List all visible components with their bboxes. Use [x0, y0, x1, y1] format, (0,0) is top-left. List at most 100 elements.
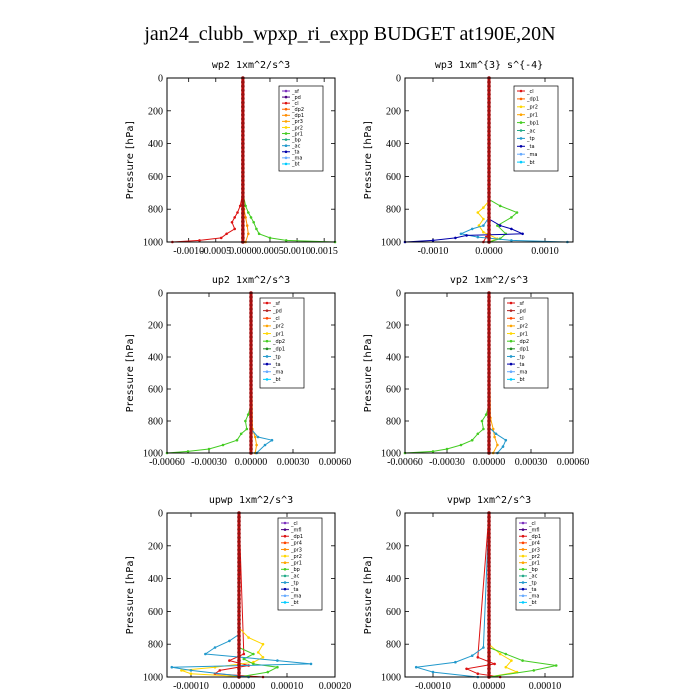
zero-profile-point — [487, 133, 491, 138]
series-point-bp1 — [496, 224, 499, 227]
zero-profile-point — [487, 650, 491, 655]
series-point-tp — [482, 224, 485, 227]
legend-label: _cl — [526, 89, 534, 95]
zero-profile-point — [237, 658, 241, 663]
legend-marker — [283, 528, 287, 531]
y-tick-label: 800 — [386, 640, 401, 651]
y-tick-label: 400 — [148, 353, 163, 364]
zero-profile-point — [241, 88, 245, 93]
y-tick-label: 1000 — [381, 238, 401, 249]
x-tick-label: -0.0005 — [200, 246, 231, 257]
zero-profile-point — [487, 88, 491, 93]
zero-profile-point — [487, 80, 491, 84]
zero-profile-point — [237, 531, 241, 536]
legend-label: _pr1 — [291, 131, 303, 137]
zero-profile-point — [249, 359, 253, 363]
zero-profile-point — [487, 556, 491, 560]
series-point-dp2 — [246, 413, 250, 416]
series-line-bp — [238, 513, 280, 678]
series-line-dp2 — [166, 293, 252, 454]
zero-profile-point — [241, 125, 245, 129]
zero-profile-point — [487, 137, 491, 142]
series-point-cl — [230, 221, 234, 224]
zero-profile-point — [487, 447, 491, 451]
x-tick-label: 0.00060 — [319, 457, 352, 468]
series-point-ta — [510, 227, 513, 231]
zero-profile-point — [487, 174, 491, 179]
zero-profile-point — [241, 219, 245, 224]
legend-marker — [284, 144, 288, 147]
legend-marker — [521, 541, 525, 545]
series-point-ta — [465, 234, 468, 237]
series-point-ta — [498, 224, 502, 227]
legend-marker — [521, 561, 525, 564]
zero-profile-point — [249, 343, 253, 347]
zero-profile-point — [237, 650, 241, 655]
legend-label: _pr4 — [290, 541, 302, 547]
y-tick-label: 200 — [148, 321, 163, 332]
legend-box — [503, 297, 549, 389]
legend-label: _bt — [528, 600, 537, 606]
series-point-pr2 — [189, 672, 193, 675]
y-tick-label: 0 — [396, 289, 401, 300]
zero-profile-point — [237, 601, 241, 605]
zero-profile-point — [249, 383, 253, 387]
legend-label: _mfl — [290, 527, 302, 533]
zero-profile-point — [249, 447, 253, 451]
x-tick-label: -0.00030 — [429, 457, 465, 468]
legend-label: _pr1 — [290, 560, 302, 566]
zero-profile-point — [487, 646, 491, 651]
zero-profile-point — [241, 117, 245, 121]
zero-profile-point — [487, 215, 491, 220]
y-tick-label: 800 — [148, 640, 163, 651]
legend-marker — [509, 324, 513, 328]
zero-profile-point — [237, 642, 241, 646]
zero-profile-point — [487, 150, 491, 154]
series-point-cl — [225, 232, 228, 236]
zero-profile-point — [241, 223, 245, 228]
x-tick-label: 0.00020 — [319, 681, 352, 692]
zero-profile-point — [487, 84, 491, 88]
legend-label: _tp — [516, 354, 525, 360]
series-point-dp2 — [476, 432, 480, 436]
zero-profile-point — [241, 104, 245, 109]
series-point-dp2 — [239, 432, 243, 436]
series-point-pr2 — [247, 636, 250, 639]
zero-profile-point — [487, 339, 491, 343]
zero-profile-point — [487, 125, 491, 129]
x-tick-label: 0.0015 — [310, 246, 338, 257]
series-point-pr2 — [491, 427, 495, 431]
series-point-bp — [242, 657, 246, 661]
series-point-pr2 — [504, 665, 508, 669]
zero-profile-point — [237, 515, 241, 519]
zero-profile-point — [241, 92, 245, 97]
legend-label: _pr3 — [528, 547, 540, 553]
x-tick-label: 0.00010 — [529, 681, 562, 692]
zero-profile-point — [487, 347, 491, 351]
y-tick-label: 800 — [386, 205, 401, 216]
zero-profile-point — [237, 576, 241, 581]
zero-profile-point — [241, 203, 245, 207]
legend-label: _pd — [291, 95, 301, 101]
legend-marker — [519, 105, 523, 109]
legend-label: _tp — [290, 580, 299, 586]
zero-profile-point — [241, 145, 245, 150]
series-point-cl — [198, 239, 201, 242]
zero-profile-point — [249, 323, 253, 327]
legend-marker — [284, 101, 288, 105]
series-line-dp1 — [464, 512, 501, 678]
legend-label: _bt — [526, 160, 535, 166]
series-point-tp — [213, 646, 217, 649]
series-point-dp1 — [476, 672, 480, 675]
zero-profile-point — [487, 515, 491, 519]
x-tick-label: -0.00030 — [191, 457, 227, 468]
legend-label: _bt — [290, 600, 299, 606]
legend-marker — [283, 574, 287, 578]
zero-profile-point — [249, 331, 253, 335]
legend-marker — [265, 301, 269, 305]
legend-marker — [265, 309, 269, 312]
legend-marker — [509, 332, 513, 335]
zero-profile-point — [487, 92, 491, 97]
legend-label: _ac — [526, 128, 536, 134]
zero-profile-point — [237, 634, 241, 638]
